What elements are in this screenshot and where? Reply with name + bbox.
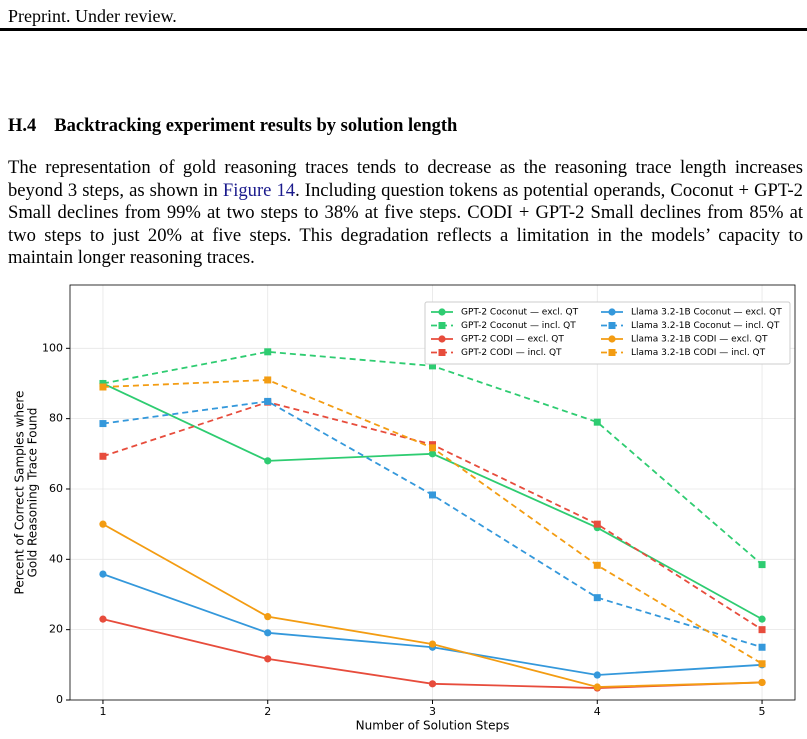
marker [438,349,446,356]
legend-label: GPT-2 Coconut — incl. QT [461,321,576,331]
y-tick-label: 40 [49,552,63,565]
marker [264,613,272,621]
marker [438,322,446,329]
marker [99,452,107,460]
legend-label: GPT-2 Coconut — excl. QT [461,308,579,318]
marker [99,570,107,578]
figure-link[interactable]: Figure 14 [222,179,296,201]
marker [438,308,446,316]
section-heading: H.4 Backtracking experiment results by so… [8,116,457,137]
marker [593,671,601,679]
marker [99,520,107,528]
marker [428,640,437,648]
marker [264,457,272,465]
y-tick-label: 0 [56,693,63,706]
text: . Including question tokens as potential… [8,179,803,269]
marker [593,520,601,528]
y-axis-label: Gold Reasoning Trace Found [26,408,40,578]
marker [99,379,107,387]
legend-box [424,301,791,365]
marker [593,683,601,691]
header-rule [0,28,807,31]
marker [264,376,272,384]
marker [99,615,107,623]
legend-label: GPT-2 CODI — incl. QT [461,348,562,358]
plot-frame [69,284,796,701]
x-tick-label: 2 [264,705,271,718]
legend-label: Llama 3.2-1B Coconut — incl. QT [631,321,780,331]
marker [429,444,436,452]
chart: 0 20 40 60 80 100 1 2 3 4 5 Number of Solution Step… [13,284,796,733]
marker [608,335,616,343]
text: The representation of gold reasoning tra… [8,157,803,201]
legend-label: Llama 3.2-1B Coconut — excl. QT [631,308,782,318]
marker [608,349,616,356]
y-tick-label: 80 [49,412,63,425]
marker [758,660,766,668]
marker [264,655,272,663]
x-tick-label: 3 [429,705,436,718]
marker [264,397,272,405]
y-axis-label: Percent of Correct Samples where [13,391,27,595]
marker [264,629,272,637]
legend-label: GPT-2 CODI — excl. QT [461,335,564,345]
marker [438,335,446,343]
marker [758,615,766,623]
y-tick-label: 100 [42,341,63,354]
marker [428,450,437,458]
section-title: Backtracking experiment results by solut… [54,116,458,136]
marker [608,322,616,329]
marker [593,594,601,602]
legend-label: Llama 3.2-1B CODI — excl. QT [631,335,768,345]
x-tick-label: 5 [759,705,766,718]
marker [758,561,766,569]
marker [99,420,107,428]
marker [429,362,436,370]
marker [758,678,766,687]
legend-label: Llama 3.2-1B CODI — incl. QT [631,348,766,358]
marker [758,643,766,651]
marker [428,680,437,688]
x-axis-label: Number of Solution Steps [356,719,510,733]
paragraph: The representation of gold reasoning tra… [8,157,803,270]
marker [99,383,107,391]
legend: GPT-2 Coconut — excl. QT GPT-2 Coconut — … [424,301,791,365]
marker [429,491,436,499]
y-tick-label: 60 [49,482,63,495]
section-number: H.4 [8,116,37,136]
marker [758,626,766,634]
y-tick-label: 20 [49,623,63,636]
header: Preprint. Under review. [8,6,177,26]
marker [608,308,616,316]
x-tick-label: 4 [594,705,601,718]
marker [593,561,601,569]
marker [264,348,272,356]
marker [593,418,601,426]
x-tick-label: 1 [99,705,106,718]
